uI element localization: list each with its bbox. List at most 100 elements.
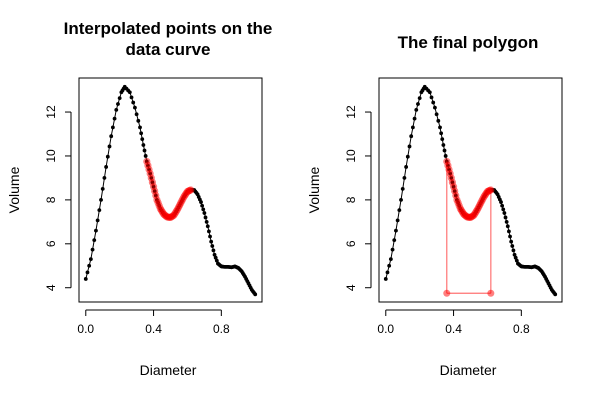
panel-final-polygon: The final polygon 0.0 0.4 0.8 4 6 8 10 12 Diamete… bbox=[306, 33, 563, 378]
x-tick-label: 0.8 bbox=[213, 322, 230, 336]
data-point bbox=[431, 100, 436, 105]
data-point bbox=[139, 131, 144, 136]
data-point bbox=[212, 252, 217, 257]
data-point bbox=[441, 143, 446, 147]
data-point bbox=[116, 102, 120, 106]
data-point bbox=[429, 95, 434, 100]
data-point bbox=[214, 258, 219, 263]
y-tick-label: 10 bbox=[44, 149, 58, 163]
data-point bbox=[417, 96, 422, 101]
data-point bbox=[253, 292, 258, 297]
data-point bbox=[133, 105, 137, 110]
y-tick-label: 12 bbox=[44, 105, 58, 119]
data-point bbox=[388, 257, 393, 262]
data-point bbox=[85, 270, 90, 275]
data-point bbox=[387, 263, 392, 268]
data-point bbox=[140, 137, 145, 142]
data-point bbox=[395, 218, 400, 223]
data-point bbox=[202, 211, 207, 215]
data-point bbox=[201, 207, 206, 212]
data-point bbox=[502, 211, 507, 215]
data-point bbox=[83, 277, 88, 281]
data-point bbox=[438, 125, 442, 130]
y-tick-label: 8 bbox=[44, 196, 58, 203]
x-tick-label: 0.0 bbox=[377, 322, 394, 336]
y-axis-label: Volume bbox=[6, 166, 22, 213]
x-tick-label: 0.0 bbox=[77, 322, 94, 336]
data-point bbox=[204, 219, 209, 224]
data-point bbox=[400, 187, 405, 191]
data-point bbox=[94, 228, 98, 233]
data-point bbox=[90, 247, 95, 252]
data-point bbox=[509, 239, 514, 244]
data-point bbox=[200, 203, 205, 208]
data-point bbox=[513, 255, 518, 260]
y-tick-label: 12 bbox=[344, 105, 358, 119]
plot-box bbox=[78, 77, 263, 303]
data-point bbox=[505, 224, 510, 229]
data-point bbox=[102, 176, 107, 180]
data-point bbox=[512, 252, 517, 257]
y-tick-label: 10 bbox=[344, 149, 358, 163]
data-point bbox=[95, 218, 100, 223]
panel-interpolated-points: Interpolated points on the data curve 0.0 0… bbox=[6, 19, 272, 378]
data-point bbox=[134, 112, 139, 117]
polygon-base-point bbox=[487, 289, 495, 297]
x-axis-label: Diameter bbox=[440, 362, 497, 378]
data-point bbox=[503, 215, 508, 220]
data-point bbox=[511, 248, 516, 253]
data-point bbox=[92, 238, 97, 243]
data-point bbox=[99, 197, 103, 202]
data-point bbox=[203, 215, 208, 220]
data-point bbox=[208, 234, 212, 239]
data-point bbox=[399, 197, 403, 202]
data-point bbox=[394, 228, 398, 233]
data-point bbox=[138, 125, 142, 130]
data-point bbox=[100, 187, 105, 191]
chart-title-line: data curve bbox=[125, 40, 210, 59]
data-point bbox=[397, 208, 402, 213]
data-point bbox=[416, 102, 420, 106]
data-point bbox=[97, 208, 102, 213]
data-point bbox=[412, 116, 417, 121]
y-tick-label: 4 bbox=[44, 284, 58, 291]
data-point bbox=[117, 96, 122, 101]
data-point bbox=[442, 148, 447, 153]
interpolated-point bbox=[487, 186, 495, 194]
data-point bbox=[553, 292, 558, 297]
x-tick-label: 0.4 bbox=[445, 322, 462, 336]
data-point bbox=[385, 270, 390, 275]
data-point bbox=[131, 100, 136, 105]
data-point bbox=[514, 258, 519, 263]
data-point bbox=[213, 255, 218, 260]
polygon-base-point bbox=[443, 289, 451, 297]
data-point bbox=[109, 134, 114, 139]
data-point bbox=[409, 134, 414, 139]
y-tick-label: 6 bbox=[344, 240, 358, 247]
data-point bbox=[104, 165, 109, 169]
data-point bbox=[112, 116, 117, 121]
data-point bbox=[136, 118, 141, 123]
y-tick-label: 8 bbox=[344, 196, 358, 203]
data-point bbox=[440, 137, 445, 142]
x-axis-label: Diameter bbox=[140, 362, 197, 378]
data-point bbox=[510, 244, 515, 248]
data-point bbox=[410, 125, 415, 130]
data-point bbox=[501, 207, 506, 212]
plot-box bbox=[378, 77, 563, 303]
data-point bbox=[143, 154, 148, 158]
data-point bbox=[402, 176, 407, 180]
data-point bbox=[427, 90, 432, 95]
data-point bbox=[88, 257, 93, 262]
data-point bbox=[392, 238, 397, 243]
data-point bbox=[504, 219, 509, 224]
data-point bbox=[114, 107, 119, 112]
y-axis-label: Volume bbox=[306, 166, 322, 213]
data-point bbox=[199, 200, 203, 204]
data-point bbox=[499, 200, 503, 204]
data-point bbox=[507, 229, 511, 234]
data-point bbox=[508, 234, 512, 239]
data-point bbox=[107, 144, 112, 149]
